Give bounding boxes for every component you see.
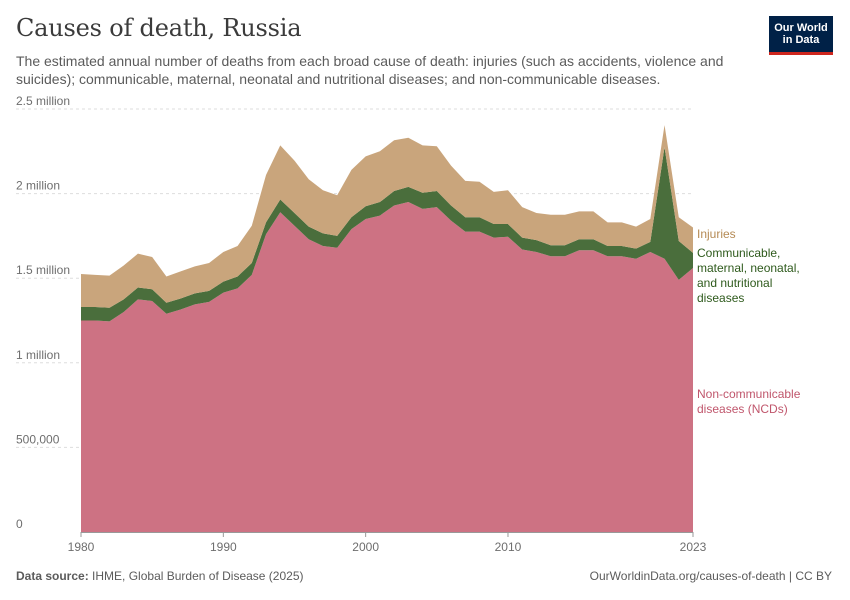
legend-label-injuries: Injuries — [697, 227, 736, 241]
x-tick-label: 1990 — [210, 540, 237, 554]
y-tick-label: 1.5 million — [16, 263, 70, 277]
legend-label-ncd: Non-communicable diseases (NCDs) — [697, 387, 801, 416]
y-tick-label: 1 million — [16, 348, 60, 362]
legend-label-communicable: Communicable, maternal, neonatal, and nutr… — [697, 246, 800, 305]
footer-source: Data source: IHME, Global Burden of Dise… — [16, 569, 303, 583]
source-value: IHME, Global Burden of Disease (2025) — [92, 569, 304, 583]
source-label: Data source: — [16, 569, 89, 583]
footer-link[interactable]: OurWorldinData.org/causes-of-death | CC … — [589, 569, 832, 583]
owid-logo[interactable]: Our World in Data — [769, 16, 833, 55]
area-series-ncd — [81, 202, 693, 532]
area-series-injuries — [81, 125, 693, 308]
y-tick-label: 2.5 million — [16, 94, 70, 108]
x-tick-label: 2010 — [495, 540, 522, 554]
chart-area: 0 500,000 1 million 1.5 million 2 million 2.5… — [16, 94, 801, 554]
y-tick-label: 500,000 — [16, 432, 60, 446]
y-tick-label: 0 — [16, 517, 23, 531]
x-tick-label: 2023 — [680, 540, 707, 554]
x-tick-label: 2000 — [352, 540, 379, 554]
x-tick-label: 1980 — [68, 540, 95, 554]
area-series-communicable — [81, 147, 693, 322]
owid-logo-text: Our World in Data — [774, 22, 828, 46]
y-tick-label: 2 million — [16, 179, 60, 193]
chart-title: Causes of death, Russia — [16, 14, 302, 42]
chart-subtitle: The estimated annual number of deaths fr… — [16, 53, 724, 87]
